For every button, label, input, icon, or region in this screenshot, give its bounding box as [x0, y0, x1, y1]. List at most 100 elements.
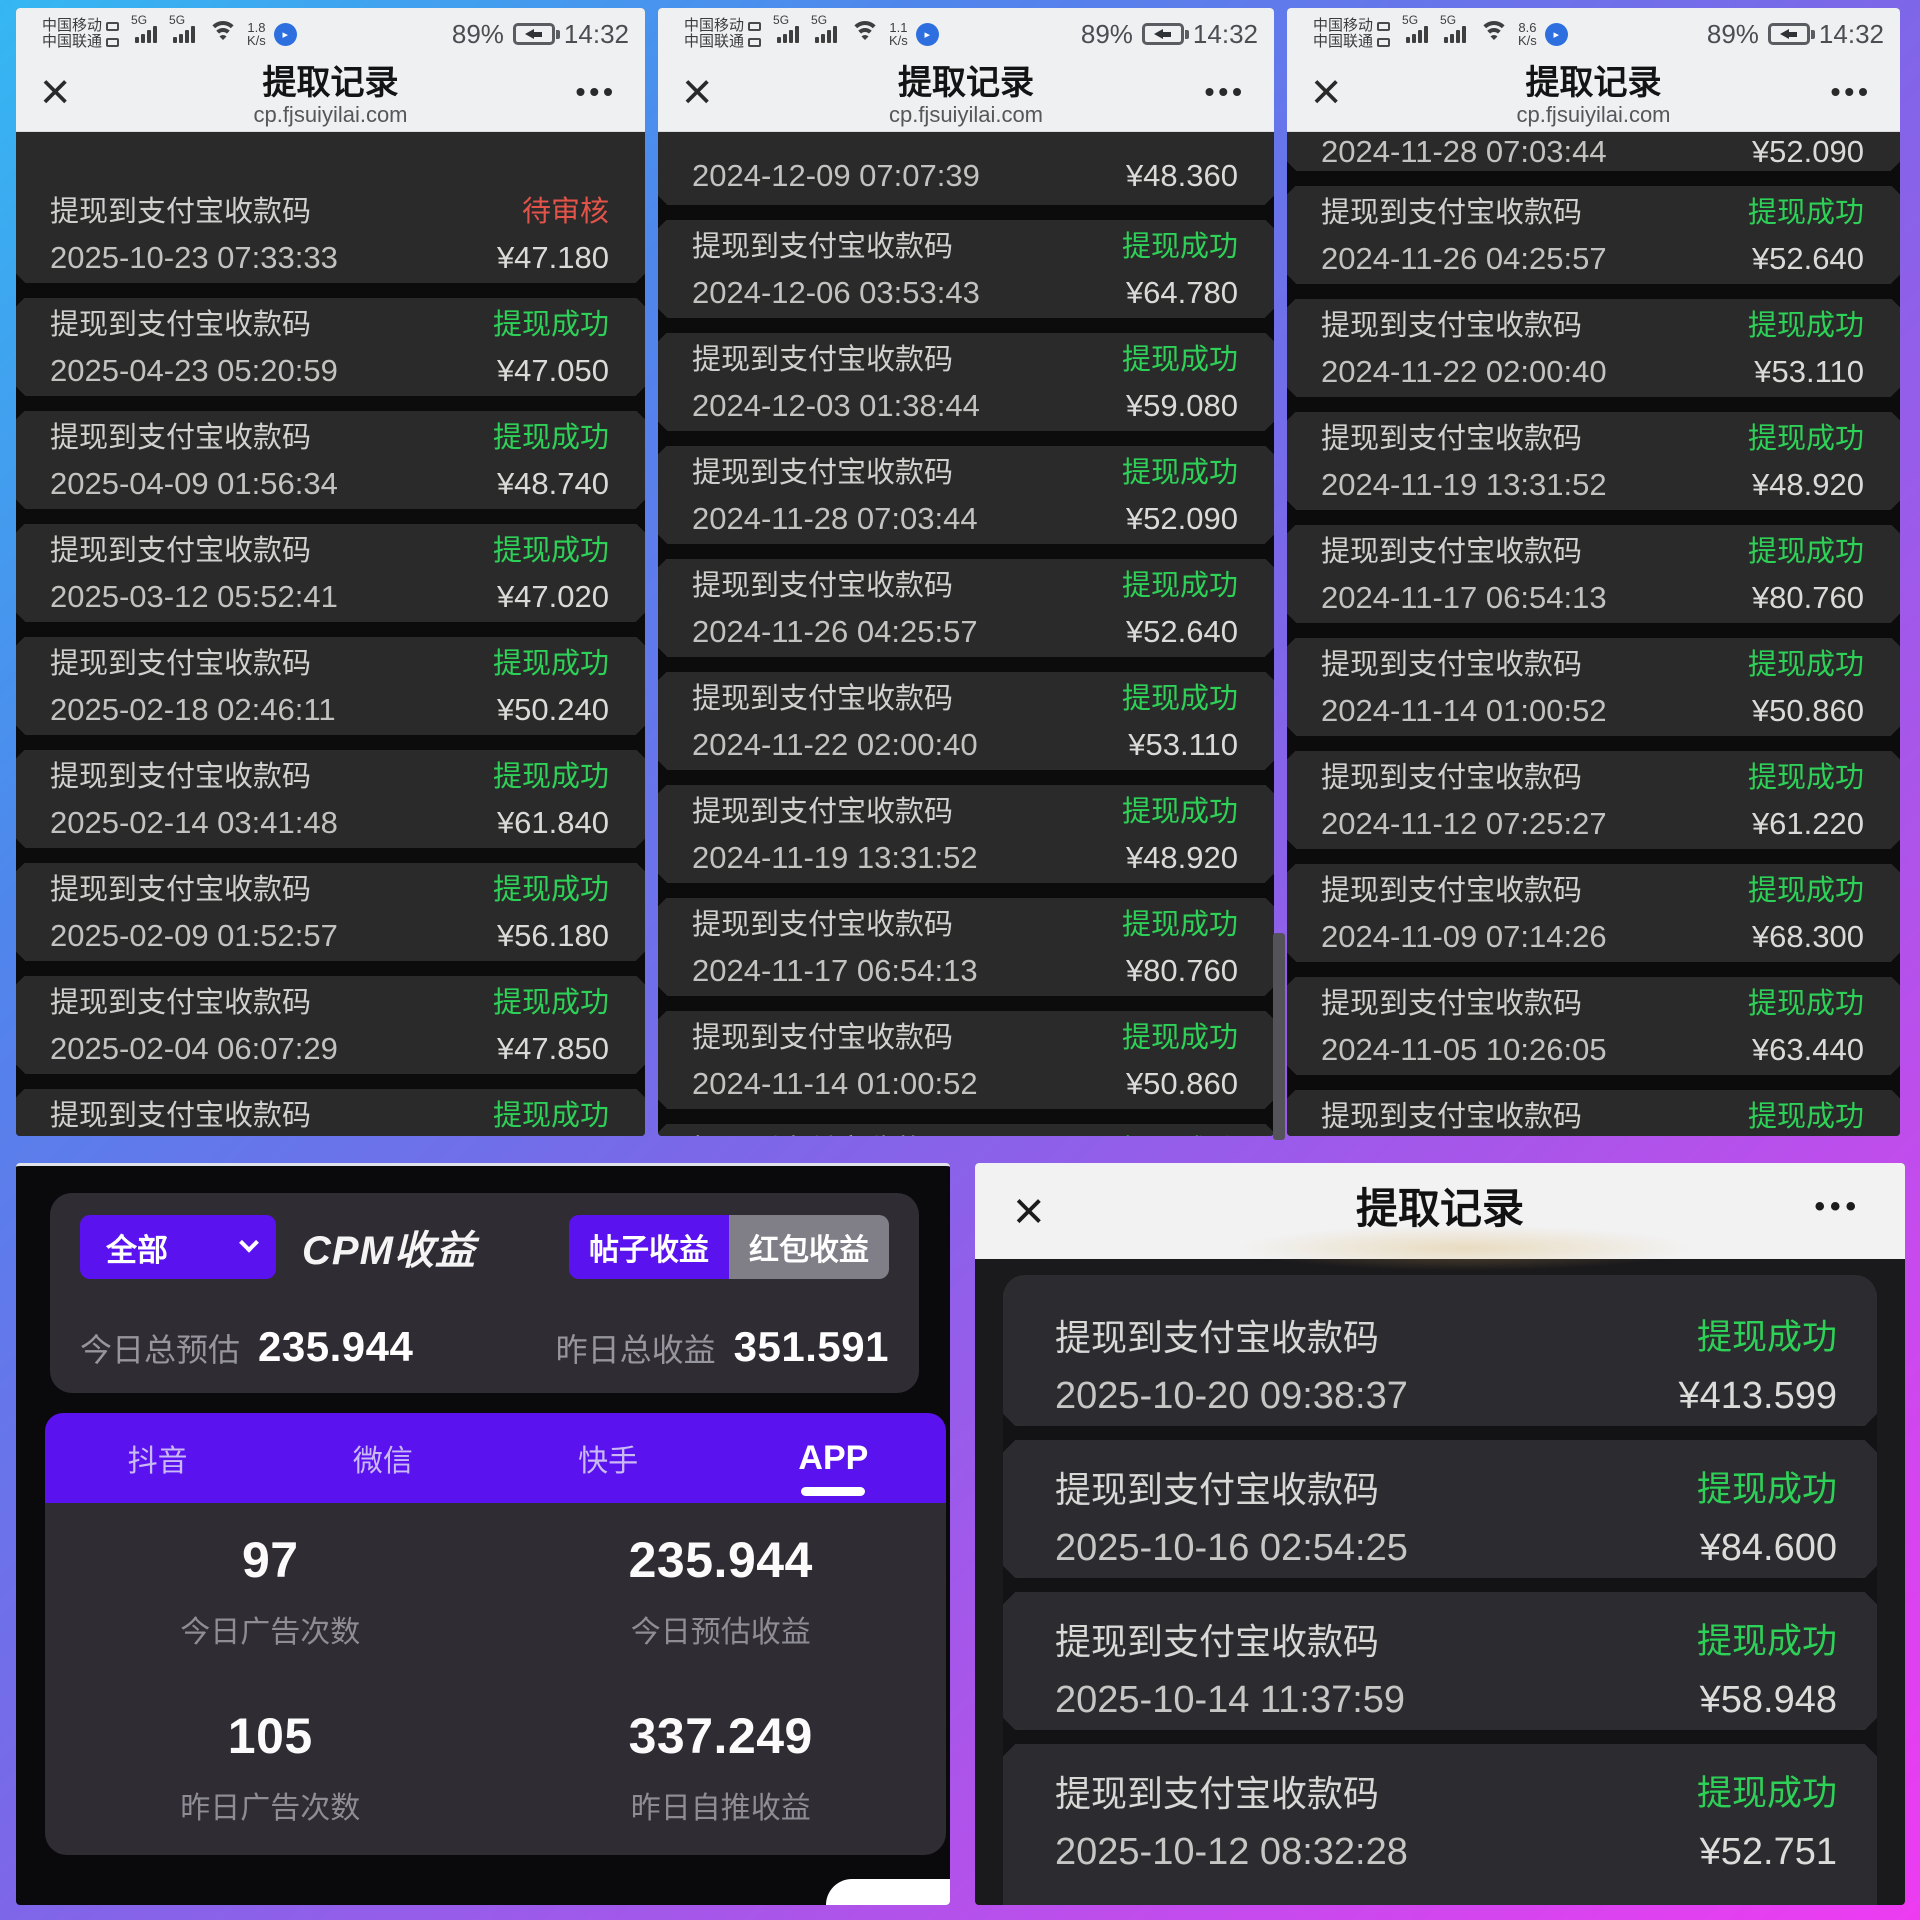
withdraw-row[interactable]: 提现到支付宝收款码 提现成功 2024-11-19 13:31:52 ¥48.920: [658, 788, 1274, 880]
row-title-line: 提现到支付宝收款码 提现成功: [1321, 534, 1864, 570]
row-title: 提现到支付宝收款码: [50, 874, 312, 906]
withdraw-row[interactable]: 提现到支付宝收款码 提现成功 2025-02-18 02:46:11 ¥50.240: [16, 640, 645, 732]
row-separator: [658, 315, 1274, 336]
page-title: 提取记录: [1525, 64, 1662, 102]
row-detail-line: 2025-04-09 01:56:34 ¥48.740: [50, 464, 609, 504]
row-title: 提现到支付宝收款码: [1321, 197, 1583, 229]
row-title: 提现到支付宝收款码: [50, 987, 312, 1019]
row-title-line: 提现到支付宝收款码 提现成功: [692, 229, 1238, 265]
battery-percent: 89%: [451, 18, 504, 49]
withdraw-row[interactable]: 提现到支付宝收款码 提现成功 2025-02-14 03:41:48 ¥61.840: [16, 753, 645, 845]
row-detail-line: 2024-11-26 04:25:57 ¥52.640: [1321, 239, 1864, 279]
withdraw-row[interactable]: 提现到支付宝收款码 提现成功 2025-10-16 02:54:25 ¥84.600: [1003, 1445, 1877, 1573]
row-detail-line: 2024-12-03 01:38:44 ¥59.080: [692, 386, 1238, 426]
withdraw-row[interactable]: 提现到支付宝收款码 提现成功 2024-11-22 02:00:40 ¥53.110: [658, 675, 1274, 767]
withdraw-row[interactable]: 提现到支付宝收款码 提现成功 2025-03-12 05:52:41 ¥47.020: [16, 527, 645, 619]
more-icon[interactable]: •••: [575, 76, 617, 107]
close-icon[interactable]: ×: [40, 63, 71, 121]
withdraw-row[interactable]: 提现到支付宝收款码 提现成功 2024-12-03 01:38:44 ¥59.080: [658, 336, 1274, 428]
withdraw-row[interactable]: 提现到支付宝收款码 提现成功: [1287, 1093, 1900, 1136]
redpacket-earnings-button[interactable]: 红包收益: [729, 1215, 889, 1279]
row-separator: [1287, 168, 1900, 189]
row-title: 提现到支付宝收款码: [1321, 988, 1583, 1020]
tab-app[interactable]: APP: [721, 1413, 946, 1503]
tab-kuaishou[interactable]: 快手: [578, 1445, 639, 1478]
withdraw-row[interactable]: 2024-12-09 07:07:39 ¥48.360: [658, 152, 1274, 202]
status-badge: 提现成功: [1696, 1470, 1837, 1509]
withdraw-row[interactable]: 提现到支付宝收款码 提现成功 2025-10-14 11:37:59 ¥58.948: [1003, 1597, 1877, 1725]
yesterday-total-value: 351.591: [733, 1323, 889, 1370]
row-amount: ¥84.600: [1699, 1527, 1837, 1569]
status-badge: 待审核: [521, 196, 609, 228]
tab-wechat[interactable]: 微信: [352, 1445, 413, 1478]
carrier-1-label: 中国移动: [42, 17, 103, 34]
withdraw-row[interactable]: 提现到支付宝收款码 提现成功 2024-11-09 07:14:26 ¥68.300: [1287, 867, 1900, 959]
withdraw-row[interactable]: 提现到支付宝收款码 提现成功 2025-02-04 06:07:29 ¥47.850: [16, 979, 645, 1071]
row-title-line: 提现到支付宝收款码 提现成功: [692, 681, 1238, 717]
withdraw-row[interactable]: 提现到支付宝收款码 提现成功 2024-11-17 06:54:13 ¥80.760: [658, 901, 1274, 993]
row-separator: [1287, 733, 1900, 754]
row-separator: [1003, 1725, 1877, 1749]
more-icon[interactable]: •••: [1204, 76, 1246, 107]
withdraw-row[interactable]: 2024-11-28 07:03:44 ¥52.090: [1287, 132, 1900, 168]
withdraw-row[interactable]: 提现到支付宝收款码 提现成功 2025-10-20 09:38:37 ¥413.599: [1003, 1293, 1877, 1421]
withdraw-row[interactable]: 提现到支付宝收款码 提现成功 2024-12-06 03:53:43 ¥64.780: [658, 223, 1274, 315]
close-icon[interactable]: ×: [1013, 1181, 1045, 1241]
close-icon[interactable]: ×: [682, 63, 713, 121]
withdraw-row[interactable]: 提现到支付宝收款码 提现成功 2024-11-26 04:25:57 ¥52.640: [658, 562, 1274, 654]
row-detail-line: 2025-10-14 11:37:59 ¥58.948: [1055, 1677, 1837, 1723]
clock: 14:32: [563, 18, 629, 49]
status-badge: 提现成功: [1121, 570, 1238, 602]
withdraw-row[interactable]: 提现到支付宝收款码 提现成功 2025-04-09 01:56:34 ¥48.740: [16, 414, 645, 506]
withdraw-row[interactable]: 提现到支付宝收款码 待审核 2025-10-23 07:33:33 ¥47.180: [16, 188, 645, 280]
status-badge: 提现成功: [1747, 875, 1864, 907]
row-amount: ¥413.599: [1678, 1375, 1838, 1417]
row-separator: [658, 767, 1274, 788]
status-badge: 提现成功: [1696, 1774, 1837, 1813]
post-earnings-button[interactable]: 帖子收益: [569, 1215, 729, 1279]
row-title-line: 提现到支付宝收款码 提现成功: [50, 646, 609, 682]
row-title: 提现到支付宝收款码: [50, 309, 312, 341]
row-detail-line: 2024-11-19 13:31:52 ¥48.920: [1321, 465, 1864, 505]
withdraw-row[interactable]: 提现到支付宝收款码 提现成功 2025-02-09 01:52:57 ¥56.180: [16, 866, 645, 958]
row-detail-line: 2024-12-06 03:53:43 ¥64.780: [692, 273, 1238, 313]
row-title: 提现到支付宝收款码: [50, 422, 312, 454]
row-detail-line: 2024-11-14 01:00:52 ¥50.860: [1321, 691, 1864, 731]
scrollbar[interactable]: [1273, 933, 1285, 1140]
more-icon[interactable]: •••: [1830, 76, 1872, 107]
status-bar: 中国移动 中国联通 5G 5G 1.8 K/s ▸ 89% 14:32: [16, 8, 645, 60]
withdraw-row[interactable]: 提现到支付宝收款码 提现成功: [16, 1092, 645, 1136]
withdraw-row[interactable]: 提现到支付宝收款码 提现成功 2024-11-26 04:25:57 ¥52.640: [1287, 189, 1900, 281]
row-title: 提现到支付宝收款码: [1055, 1773, 1380, 1814]
row-date: 2024-11-28 07:03:44: [1321, 134, 1607, 168]
row-amount: ¥63.440: [1751, 1032, 1864, 1067]
status-badge: 提现成功: [1122, 1133, 1238, 1136]
stat-value: 235.944: [628, 1532, 813, 1588]
close-icon[interactable]: ×: [1311, 63, 1342, 121]
withdraw-row[interactable]: 提现到支付宝收款码 提现成功: [658, 1127, 1274, 1136]
more-icon[interactable]: •••: [1814, 1190, 1861, 1223]
withdraw-row[interactable]: 提现到支付宝收款码 提现成功 2025-04-23 05:20:59 ¥47.050: [16, 301, 645, 393]
withdraw-row[interactable]: 提现到支付宝收款码 提现成功 2024-11-14 01:00:52 ¥50.860: [1287, 641, 1900, 733]
row-date: 2025-10-23 07:33:33: [50, 240, 338, 275]
withdraw-row[interactable]: 提现到支付宝收款码 提现成功 2024-11-22 02:00:40 ¥53.110: [1287, 302, 1900, 394]
status-badge: 提现成功: [1747, 1101, 1864, 1133]
row-detail-line: 2024-11-12 07:25:27 ¥61.220: [1321, 804, 1864, 844]
withdraw-row[interactable]: 提现到支付宝收款码 提现成功 2024-11-17 06:54:13 ¥80.760: [1287, 528, 1900, 620]
row-amount: ¥47.180: [496, 240, 609, 275]
withdraw-row[interactable]: 提现到支付宝收款码 提现成功 2024-11-28 07:03:44 ¥52.090: [658, 449, 1274, 541]
tab-douyin[interactable]: 抖音: [127, 1445, 188, 1478]
withdraw-row[interactable]: 提现到支付宝收款码 提现成功 2024-11-19 13:31:52 ¥48.920: [1287, 415, 1900, 507]
withdraw-row[interactable]: 提现到支付宝收款码 提现成功 2025-10-12 08:32:28 ¥52.751: [1003, 1749, 1877, 1877]
filter-dropdown[interactable]: 全部: [80, 1215, 276, 1279]
filter-dropdown-label: 全部: [106, 1232, 168, 1268]
withdraw-row[interactable]: 提现到支付宝收款码 提现成功 2024-11-05 10:26:05 ¥63.440: [1287, 980, 1900, 1072]
withdraw-row[interactable]: 提现到支付宝收款码 提现成功 2024-11-12 07:25:27 ¥61.220: [1287, 754, 1900, 846]
withdraw-row[interactable]: 提现到支付宝收款码 提现成功 2024-11-14 01:00:52 ¥50.860: [658, 1014, 1274, 1106]
row-title-line: 提现到支付宝收款码 提现成功: [50, 533, 609, 569]
row-amount: ¥56.180: [496, 918, 609, 953]
battery-percent: 89%: [1706, 18, 1759, 49]
earnings-summary-card: 全部 CPM收益 帖子收益 红包收益 今日总预估 235.944 昨日总收益 3…: [50, 1193, 919, 1393]
status-badge: 提现成功: [492, 987, 609, 1019]
page-url: cp.fjsuiyilai.com: [253, 102, 408, 127]
